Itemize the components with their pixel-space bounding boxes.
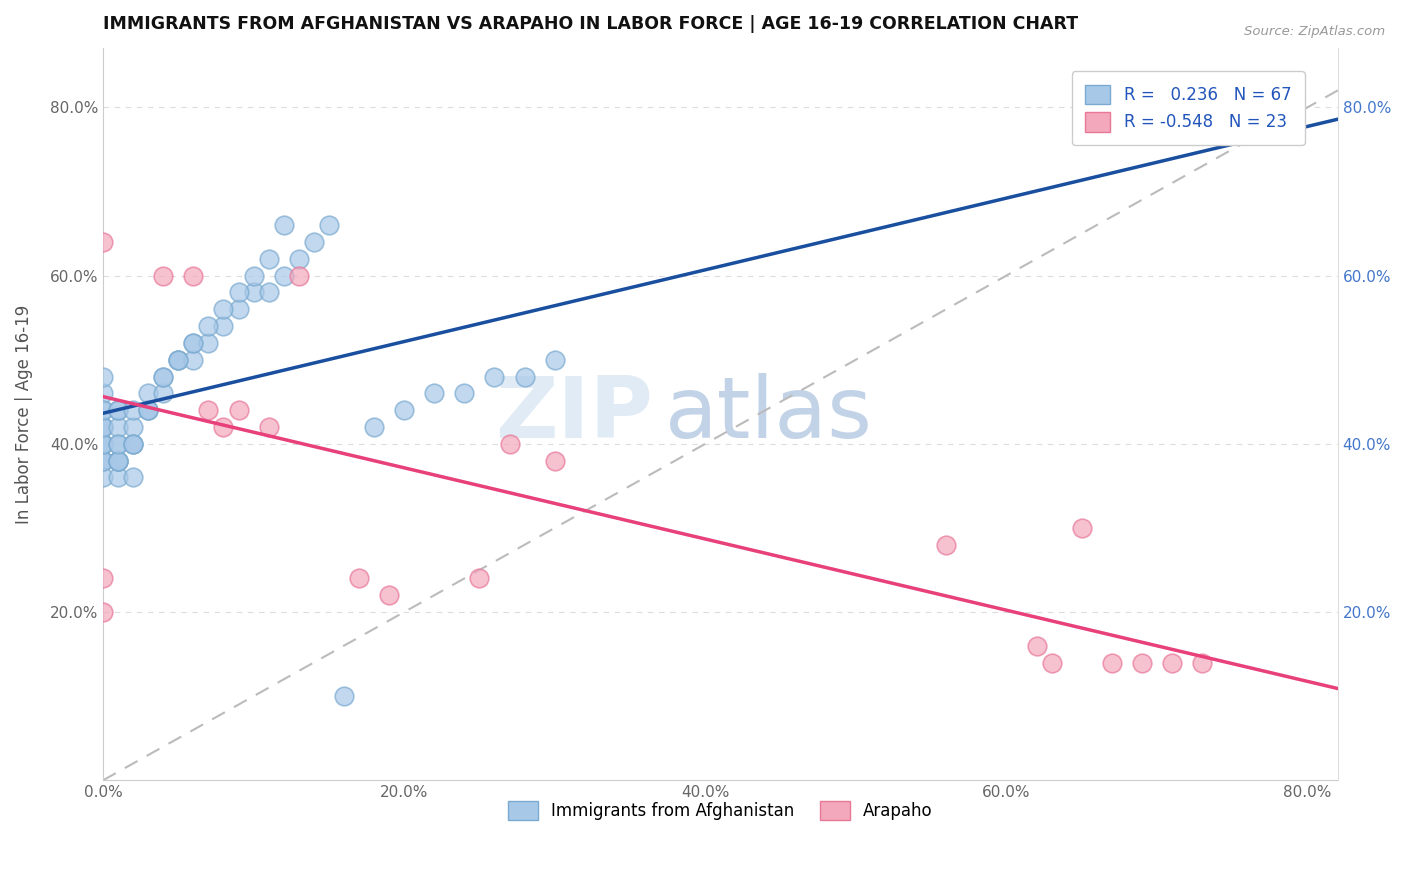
Point	[183, 352, 205, 367]
Point	[347, 571, 370, 585]
Point	[197, 335, 219, 350]
Text: ZIP: ZIP	[495, 373, 652, 456]
Point	[91, 403, 114, 417]
Point	[228, 403, 250, 417]
Point	[152, 268, 174, 283]
Point	[91, 403, 114, 417]
Point	[197, 403, 219, 417]
Point	[1161, 656, 1184, 670]
Point	[91, 571, 114, 585]
Point	[91, 437, 114, 451]
Point	[91, 470, 114, 484]
Point	[122, 437, 145, 451]
Point	[107, 420, 129, 434]
Point	[91, 453, 114, 467]
Text: IMMIGRANTS FROM AFGHANISTAN VS ARAPAHO IN LABOR FORCE | AGE 16-19 CORRELATION CH: IMMIGRANTS FROM AFGHANISTAN VS ARAPAHO I…	[103, 15, 1078, 33]
Point	[183, 335, 205, 350]
Point	[287, 252, 309, 266]
Point	[167, 352, 190, 367]
Point	[167, 352, 190, 367]
Point	[544, 352, 567, 367]
Point	[107, 437, 129, 451]
Point	[91, 437, 114, 451]
Point	[363, 420, 385, 434]
Point	[1025, 639, 1047, 653]
Point	[136, 403, 159, 417]
Point	[107, 453, 129, 467]
Point	[392, 403, 415, 417]
Point	[1191, 656, 1213, 670]
Point	[453, 386, 475, 401]
Point	[212, 302, 235, 317]
Point	[167, 352, 190, 367]
Point	[257, 252, 280, 266]
Point	[136, 403, 159, 417]
Point	[136, 403, 159, 417]
Point	[91, 420, 114, 434]
Point	[91, 453, 114, 467]
Point	[257, 285, 280, 300]
Point	[302, 235, 325, 249]
Point	[273, 218, 295, 232]
Point	[1130, 656, 1153, 670]
Point	[107, 453, 129, 467]
Point	[136, 386, 159, 401]
Point	[242, 268, 264, 283]
Point	[513, 369, 536, 384]
Point	[152, 369, 174, 384]
Point	[257, 420, 280, 434]
Point	[122, 420, 145, 434]
Point	[152, 386, 174, 401]
Point	[228, 285, 250, 300]
Point	[107, 453, 129, 467]
Text: atlas: atlas	[665, 373, 873, 456]
Point	[91, 437, 114, 451]
Point	[423, 386, 446, 401]
Point	[107, 403, 129, 417]
Point	[318, 218, 340, 232]
Point	[287, 268, 309, 283]
Point	[333, 689, 356, 703]
Point	[152, 369, 174, 384]
Point	[544, 453, 567, 467]
Point	[107, 437, 129, 451]
Point	[122, 437, 145, 451]
Point	[122, 470, 145, 484]
Point	[91, 420, 114, 434]
Point	[273, 268, 295, 283]
Text: Source: ZipAtlas.com: Source: ZipAtlas.com	[1244, 25, 1385, 38]
Point	[91, 386, 114, 401]
Point	[122, 437, 145, 451]
Point	[91, 235, 114, 249]
Point	[91, 605, 114, 619]
Point	[107, 453, 129, 467]
Point	[122, 403, 145, 417]
Point	[107, 403, 129, 417]
Point	[183, 335, 205, 350]
Y-axis label: In Labor Force | Age 16-19: In Labor Force | Age 16-19	[15, 305, 32, 524]
Point	[935, 538, 957, 552]
Point	[197, 319, 219, 334]
Point	[468, 571, 491, 585]
Point	[1040, 656, 1063, 670]
Point	[228, 302, 250, 317]
Point	[1101, 656, 1123, 670]
Point	[498, 437, 520, 451]
Legend: Immigrants from Afghanistan, Arapaho: Immigrants from Afghanistan, Arapaho	[502, 794, 939, 827]
Point	[212, 319, 235, 334]
Point	[91, 420, 114, 434]
Point	[378, 588, 401, 602]
Point	[242, 285, 264, 300]
Point	[107, 470, 129, 484]
Point	[91, 369, 114, 384]
Point	[484, 369, 506, 384]
Point	[91, 453, 114, 467]
Point	[91, 437, 114, 451]
Point	[183, 268, 205, 283]
Point	[1070, 521, 1092, 535]
Point	[212, 420, 235, 434]
